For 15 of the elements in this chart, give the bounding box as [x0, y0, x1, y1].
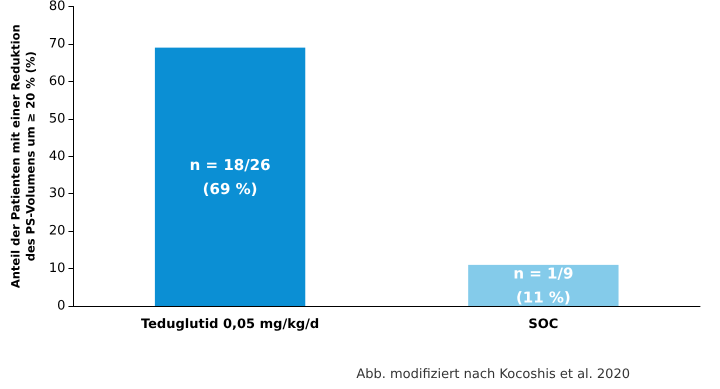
y-tick-label: 0	[57, 298, 66, 314]
y-tick-label: 70	[48, 36, 66, 52]
text: Abb. modifiziert nach Kocoshis et al. 2020	[356, 367, 630, 382]
x-tick-label: SOC	[528, 317, 558, 332]
y-tick-label: 50	[48, 111, 66, 126]
y-tick-label: 60	[48, 74, 66, 89]
x-tick-label: Teduglutid 0,05 mg/kg/d	[140, 317, 320, 332]
y-axis-title: Anteil der Patienten mit einer Reduktion des PS-Volumens um ≥ 20 % (%)	[8, 24, 38, 288]
data-label: n = 18/26 (69 %)	[190, 156, 271, 198]
y-tick-label: 30	[48, 186, 66, 202]
y-tick-label: 80	[48, 0, 66, 14]
y-tick-label: 40	[48, 148, 66, 164]
y-tick-label: 10	[48, 261, 66, 276]
data-label: n = 1/9 (11 %)	[513, 264, 574, 306]
y-tick-label: 20	[48, 224, 66, 239]
